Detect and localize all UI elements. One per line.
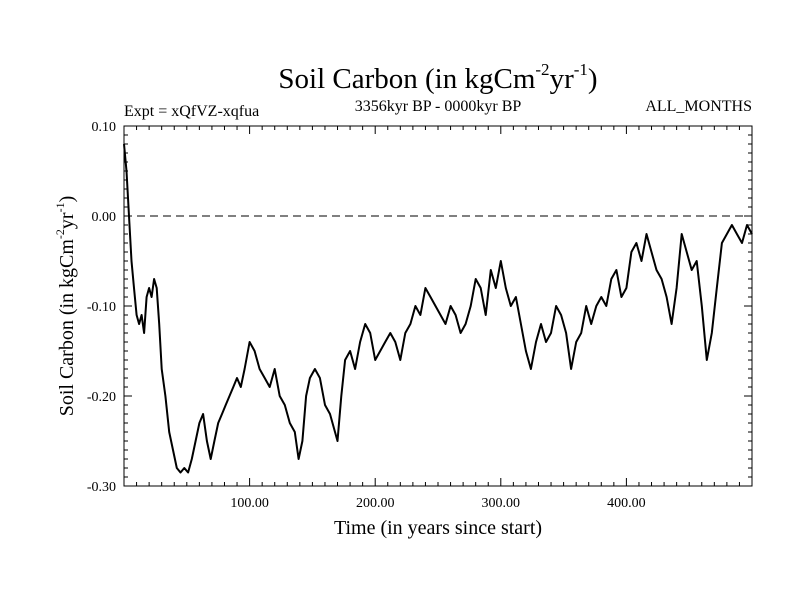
subtitle-right: ALL_MONTHS <box>645 98 752 115</box>
x-tick-labels: 100.00 200.00 300.00 400.00 <box>230 496 645 511</box>
subtitle-left: Expt = xQfVZ-xqfua <box>124 103 259 120</box>
y-tick-label: 0.10 <box>92 120 117 135</box>
series-line <box>123 143 753 474</box>
axis-ticks <box>124 126 752 486</box>
y-tick-labels: 0.10 0.00 -0.10 -0.20 -0.30 <box>87 120 116 495</box>
x-axis-label: Time (in years since start) <box>334 517 542 539</box>
x-tick-label: 400.00 <box>607 496 646 511</box>
x-tick-label: 300.00 <box>482 496 521 511</box>
y-tick-label: 0.00 <box>92 210 117 225</box>
x-tick-label: 100.00 <box>230 496 269 511</box>
x-tick-label: 200.00 <box>356 496 395 511</box>
y-tick-label: -0.10 <box>87 300 116 315</box>
chart-title: Soil Carbon (in kgCm-2yr-1) <box>278 60 597 95</box>
y-axis-label: Soil Carbon (in kgCm-2yr-1) <box>53 196 78 417</box>
y-tick-label: -0.30 <box>87 480 116 495</box>
plot-frame <box>123 125 753 487</box>
y-tick-label: -0.20 <box>87 390 116 405</box>
subtitle-center: 3356kyr BP - 0000kyr BP <box>355 98 522 115</box>
